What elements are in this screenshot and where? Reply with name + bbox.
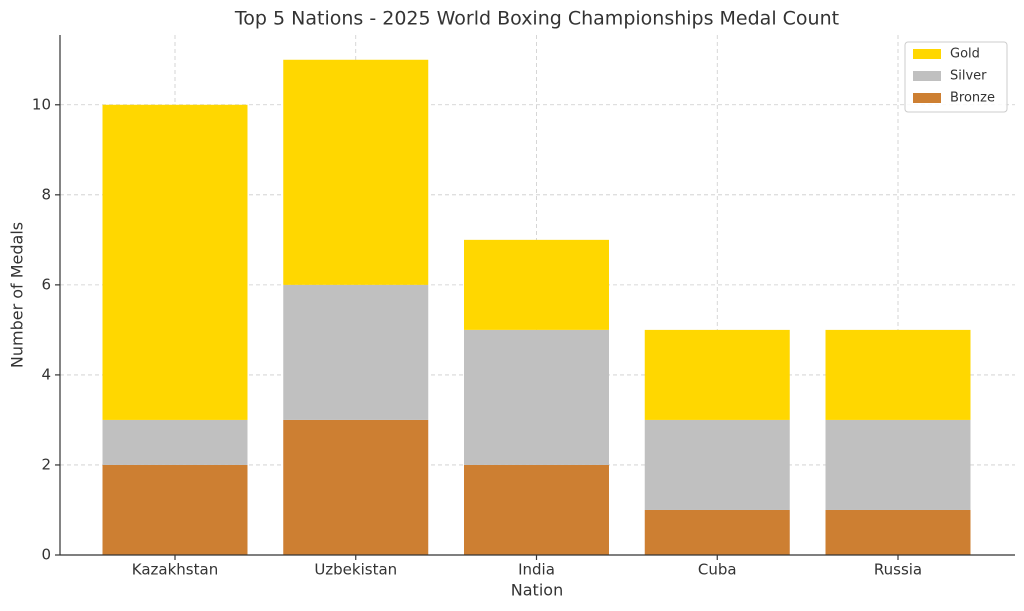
y-tick-label: 6 (41, 275, 51, 293)
bar-segment (102, 419, 248, 465)
legend-label: Silver (950, 69, 987, 84)
x-tick-label: Kazakhstan (132, 561, 218, 579)
x-tick-label: Cuba (698, 561, 737, 579)
x-tick-label: Uzbekistan (314, 561, 397, 579)
y-tick-label: 2 (41, 455, 51, 473)
x-tick-label: India (518, 561, 555, 579)
bar-segment (644, 419, 790, 510)
bar-segment (102, 104, 248, 420)
bar-segment (283, 284, 429, 420)
bar-segment (283, 419, 429, 555)
legend-label: Bronze (950, 91, 995, 106)
y-tick-label: 10 (32, 95, 51, 113)
bar-segment (283, 59, 429, 285)
chart-title: Top 5 Nations - 2025 World Boxing Champi… (234, 8, 839, 30)
y-tick-label: 8 (41, 185, 51, 203)
legend-label: Gold (950, 47, 980, 62)
bar-segment (464, 239, 609, 330)
bar-segment (464, 329, 609, 465)
legend-swatch (913, 71, 941, 81)
x-tick-label: Russia (874, 561, 922, 579)
bar-segment (464, 464, 609, 555)
bar-segment (102, 464, 248, 555)
legend-swatch (913, 49, 941, 59)
x-axis-label: Nation (511, 581, 563, 600)
bar-segment (825, 329, 971, 420)
bar-segment (825, 509, 971, 555)
bar-segment (825, 419, 971, 510)
bar-segment (644, 329, 790, 420)
y-tick-label: 0 (41, 546, 51, 564)
y-tick-label: 4 (41, 365, 51, 383)
y-axis-label: Number of Medals (8, 222, 27, 368)
legend-swatch (913, 93, 941, 103)
bar-segment (644, 509, 790, 555)
